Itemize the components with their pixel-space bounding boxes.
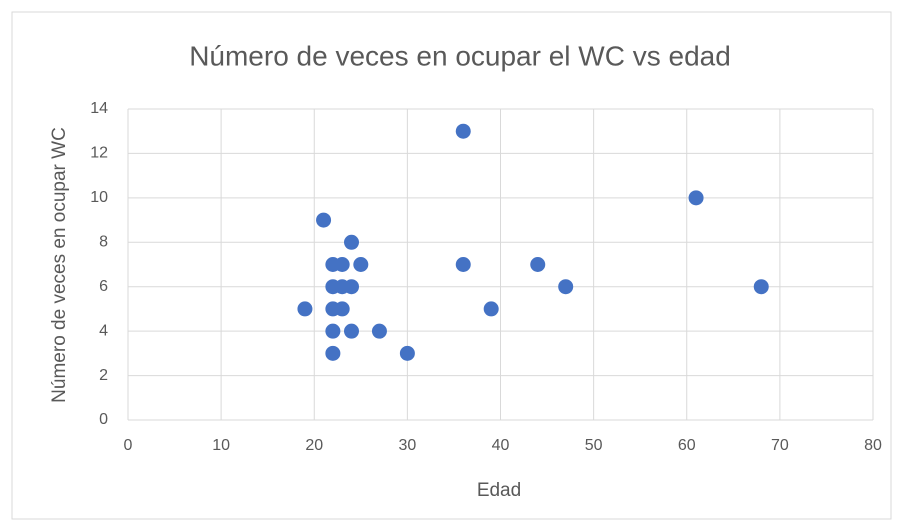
point [455, 123, 471, 139]
point [316, 212, 332, 228]
y-tick-label: 14 [90, 100, 108, 117]
point [325, 323, 341, 339]
x-tick-label: 30 [398, 437, 416, 454]
point [344, 279, 359, 295]
y-tick-label: 6 [99, 278, 108, 295]
x-tick-label: 20 [305, 437, 323, 454]
point [753, 279, 769, 295]
chart-border [11, 11, 892, 520]
y-axis-label: Número de veces en ocupar WC [49, 127, 70, 403]
y-tick-label: 2 [99, 367, 108, 384]
point [334, 301, 350, 317]
point [297, 301, 313, 317]
x-tick-label: 60 [678, 437, 696, 454]
x-axis-label: Edad [477, 480, 521, 501]
y-tick-label: 8 [99, 234, 108, 251]
point [399, 345, 415, 361]
y-tick-label: 12 [90, 145, 108, 162]
point [530, 257, 546, 272]
x-tick-label: 0 [124, 437, 133, 454]
point [455, 257, 471, 272]
point [344, 323, 359, 339]
point [334, 257, 350, 272]
x-tick-label: 10 [212, 437, 230, 454]
y-tick-label: 10 [90, 189, 108, 206]
point [483, 301, 499, 317]
x-tick-label: 80 [864, 437, 882, 454]
point [558, 279, 574, 295]
y-tick-label: 4 [99, 322, 108, 339]
x-tick-label: 50 [585, 437, 603, 454]
x-tick-label: 70 [771, 437, 789, 454]
point [371, 323, 387, 339]
point [344, 234, 359, 250]
chart-title: Número de veces en ocupar el WC vs edad [189, 40, 731, 71]
point [688, 190, 704, 206]
point [325, 345, 341, 361]
x-tick-label: 40 [492, 437, 510, 454]
point [353, 257, 369, 272]
y-tick-label: 0 [99, 411, 108, 428]
